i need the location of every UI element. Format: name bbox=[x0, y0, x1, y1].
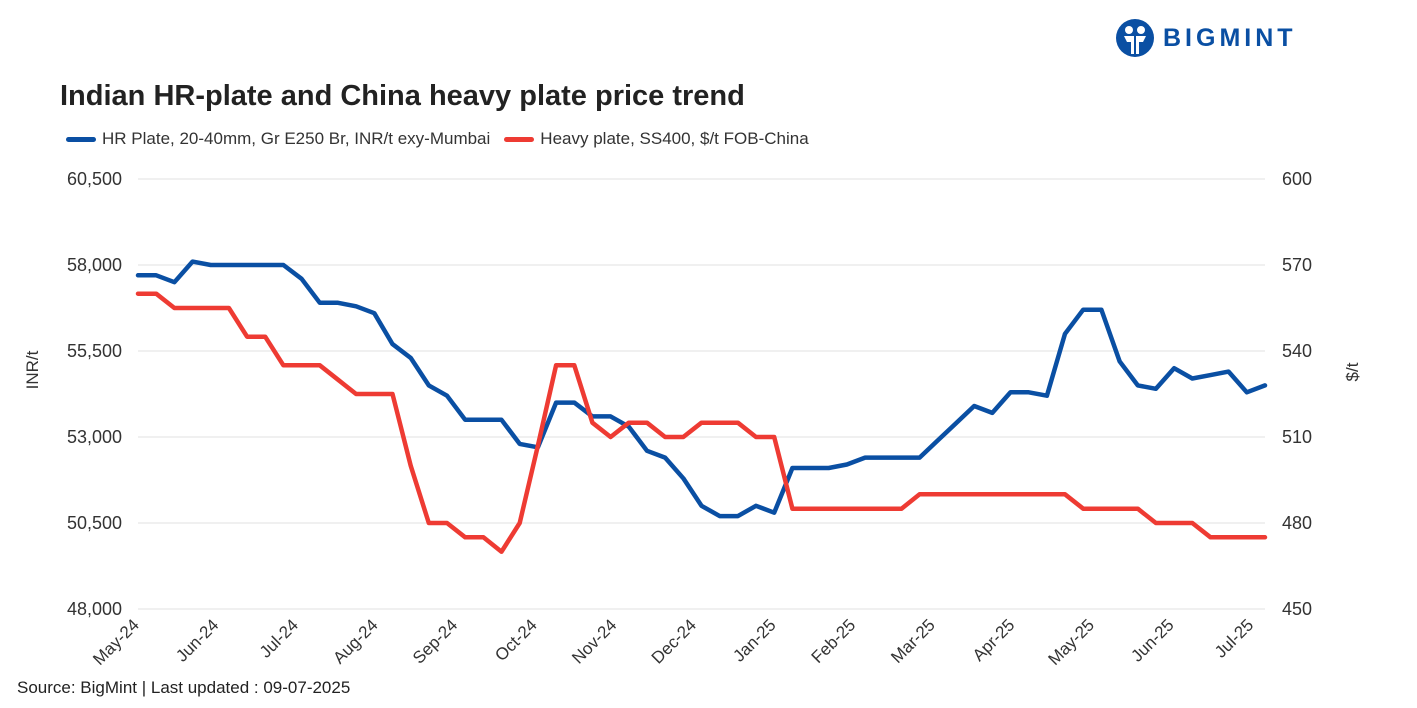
x-tick-label: Oct-24 bbox=[491, 615, 541, 665]
y-left-tick-label: 60,500 bbox=[67, 169, 122, 189]
bigmint-logo: BIGMINT bbox=[1115, 18, 1297, 58]
brand-name: BIGMINT bbox=[1163, 23, 1297, 52]
y-right-tick-label: 450 bbox=[1282, 599, 1312, 619]
source-note: Source: BigMint | Last updated : 09-07-2… bbox=[17, 678, 351, 697]
x-tick-label: Jun-25 bbox=[1127, 615, 1177, 665]
y-axis-right-label: $/t bbox=[1343, 362, 1362, 381]
series-line-hr-plate bbox=[135, 259, 1268, 519]
x-tick-label: Jul-24 bbox=[256, 615, 302, 661]
legend-label-hr-plate: HR Plate, 20-40mm, Gr E250 Br, INR/t exy… bbox=[102, 129, 491, 148]
x-tick-label: Feb-25 bbox=[808, 615, 860, 667]
x-tick-label: Jul-25 bbox=[1211, 615, 1257, 661]
y-left-tick-label: 53,000 bbox=[67, 427, 122, 447]
x-tick-label: Jan-25 bbox=[729, 615, 779, 665]
y-right-tick-label: 480 bbox=[1282, 513, 1312, 533]
x-tick-label: Dec-24 bbox=[648, 615, 700, 667]
x-tick-label: May-25 bbox=[1045, 615, 1099, 669]
x-tick-label: Apr-25 bbox=[969, 615, 1019, 665]
y-right-tick-label: 570 bbox=[1282, 255, 1312, 275]
y-left-tick-label: 58,000 bbox=[67, 255, 122, 275]
chart-title: Indian HR-plate and China heavy plate pr… bbox=[60, 80, 745, 112]
x-tick-label: Mar-25 bbox=[887, 615, 939, 667]
legend-item-hr-plate[interactable]: HR Plate, 20-40mm, Gr E250 Br, INR/t exy… bbox=[66, 129, 490, 149]
y-left-tick-label: 55,500 bbox=[67, 341, 122, 361]
legend-label-heavy-plate: Heavy plate, SS400, $/t FOB-China bbox=[540, 129, 809, 148]
y-right-tick-label: 600 bbox=[1282, 169, 1312, 189]
y-left-tick-label: 50,500 bbox=[67, 513, 122, 533]
y-right-tick-label: 510 bbox=[1282, 427, 1312, 447]
y-left-tick-label: 48,000 bbox=[67, 599, 122, 619]
x-tick-label: Jun-24 bbox=[172, 615, 222, 665]
legend: HR Plate, 20-40mm, Gr E250 Br, INR/t exy… bbox=[66, 129, 823, 149]
series-line-heavy-plate bbox=[135, 291, 1268, 554]
x-tick-label: Sep-24 bbox=[409, 615, 461, 667]
y-axis-left-label: INR/t bbox=[23, 350, 42, 389]
legend-swatch-hr-plate bbox=[66, 136, 96, 142]
legend-swatch-heavy-plate bbox=[504, 136, 535, 142]
x-tick-label: May-24 bbox=[89, 615, 143, 669]
x-tick-label: Aug-24 bbox=[329, 615, 381, 667]
legend-item-heavy-plate[interactable]: Heavy plate, SS400, $/t FOB-China bbox=[504, 129, 809, 149]
y-right-tick-label: 540 bbox=[1282, 341, 1312, 361]
bigmint-logo-icon bbox=[1116, 19, 1154, 57]
x-tick-label: Nov-24 bbox=[568, 615, 620, 667]
